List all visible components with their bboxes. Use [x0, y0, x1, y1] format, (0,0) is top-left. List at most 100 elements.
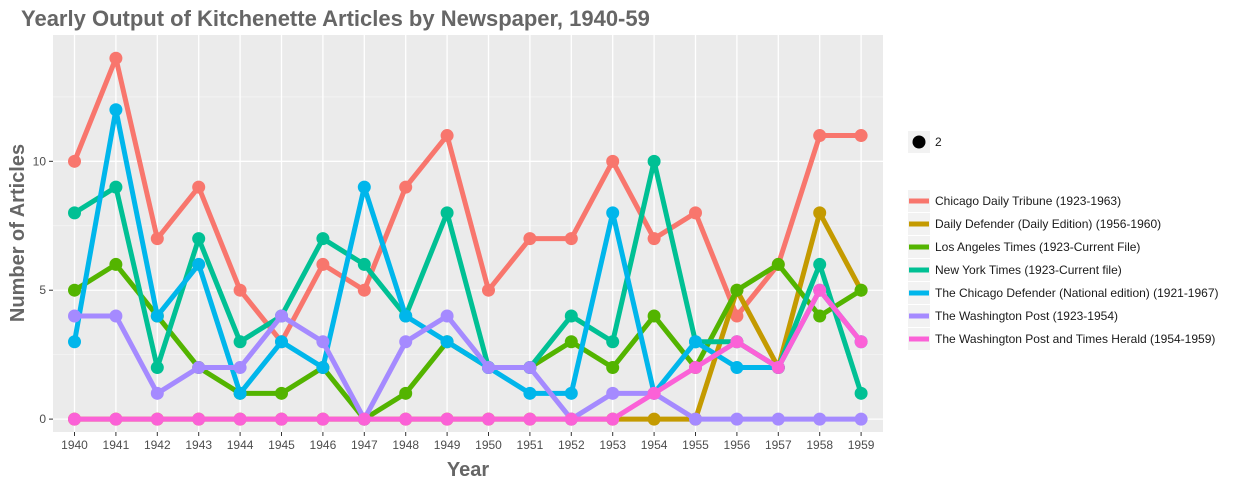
data-point — [730, 283, 744, 297]
data-point — [813, 309, 827, 323]
data-point — [275, 386, 288, 400]
x-tick-label: 1957 — [765, 438, 792, 452]
data-point — [564, 386, 578, 400]
x-axis-title: Year — [447, 459, 489, 481]
data-point — [357, 257, 371, 271]
data-point — [606, 335, 620, 349]
data-point — [482, 412, 495, 426]
data-point — [854, 335, 868, 349]
data-point — [440, 412, 454, 426]
data-point — [399, 335, 413, 349]
x-tick-label: 1958 — [806, 438, 833, 452]
data-point — [440, 206, 454, 220]
legend-item: Daily Defender (Daily Edition) (1956-196… — [908, 213, 1161, 235]
data-point — [730, 361, 744, 375]
legend-item: The Washington Post and Times Herald (19… — [908, 328, 1215, 350]
y-tick-label: 5 — [39, 283, 46, 297]
data-point — [606, 361, 620, 375]
legend: 2 Chicago Daily Tribune (1923-1963) Daily … — [908, 131, 1219, 350]
data-point — [150, 309, 164, 323]
series-line — [72, 158, 864, 396]
series-6 — [68, 309, 868, 426]
data-point — [523, 386, 537, 400]
x-tick-label: 1950 — [475, 438, 502, 452]
data-point — [399, 386, 413, 400]
x-tick-label: 1953 — [599, 438, 626, 452]
data-point — [399, 412, 413, 426]
data-point — [316, 361, 330, 375]
data-point — [854, 412, 868, 426]
x-tick-label: 1944 — [227, 438, 254, 452]
data-point — [192, 361, 206, 375]
data-point — [192, 180, 206, 194]
size-legend: 2 — [908, 131, 942, 153]
data-point — [233, 412, 247, 426]
data-point — [233, 386, 247, 400]
y-axis-title: Number of Articles — [7, 144, 29, 322]
plot-panel — [53, 35, 883, 432]
data-point — [192, 412, 206, 426]
data-point — [647, 412, 661, 426]
series-layer — [68, 51, 868, 426]
data-point — [813, 129, 827, 143]
data-point — [689, 335, 702, 349]
x-tick-label: 1948 — [392, 438, 419, 452]
data-point — [606, 206, 620, 220]
data-point — [150, 386, 164, 400]
data-point — [564, 412, 578, 426]
x-tick-label: 1954 — [641, 438, 668, 452]
data-point — [68, 154, 81, 168]
data-point — [689, 206, 702, 220]
x-tick-label: 1940 — [61, 438, 88, 452]
legend-label: Los Angeles Times (1923-Current File) — [935, 240, 1140, 254]
data-point — [771, 257, 785, 271]
x-tick-label: 1949 — [434, 438, 461, 452]
data-point — [357, 412, 371, 426]
data-point — [68, 335, 81, 349]
data-point — [647, 154, 661, 168]
data-point — [275, 309, 288, 323]
legend-label: The Washington Post (1923-1954) — [935, 309, 1118, 323]
data-point — [730, 412, 744, 426]
data-point — [606, 386, 620, 400]
data-point — [316, 257, 330, 271]
axes: 1940 1941 1942 1943 1944 1945 1946 1947 1948 1949… — [33, 154, 875, 452]
data-point — [440, 129, 454, 143]
data-point — [730, 335, 744, 349]
data-point — [399, 309, 413, 323]
data-point — [771, 361, 785, 375]
data-point — [564, 335, 578, 349]
data-point — [150, 412, 164, 426]
x-tick-label: 1951 — [517, 438, 544, 452]
data-point — [564, 232, 578, 246]
data-point — [440, 335, 454, 349]
data-point — [647, 232, 661, 246]
x-tick-label: 1945 — [268, 438, 295, 452]
data-point — [482, 361, 495, 375]
series-7 — [68, 283, 868, 426]
legend-label: The Chicago Defender (National edition) … — [935, 286, 1219, 300]
data-point — [854, 129, 868, 143]
legend-label: The Washington Post and Times Herald (19… — [935, 332, 1215, 346]
x-tick-label: 1941 — [103, 438, 130, 452]
legend-item: New York Times (1923-Current file) — [908, 259, 1122, 281]
data-point — [357, 283, 371, 297]
legend-label: Chicago Daily Tribune (1923-1963) — [935, 194, 1121, 208]
data-point — [647, 309, 661, 323]
data-point — [109, 103, 123, 117]
data-point — [606, 154, 620, 168]
series-line — [72, 313, 864, 422]
size-legend-label: 2 — [935, 135, 942, 149]
data-point — [192, 232, 206, 246]
data-point — [68, 206, 81, 220]
x-tick-label: 1943 — [185, 438, 212, 452]
data-point — [647, 386, 661, 400]
data-point — [854, 386, 868, 400]
data-point — [316, 412, 330, 426]
data-point — [523, 361, 537, 375]
data-point — [68, 283, 81, 297]
x-tick-label: 1942 — [144, 438, 171, 452]
data-point — [109, 51, 123, 65]
data-point — [606, 412, 620, 426]
